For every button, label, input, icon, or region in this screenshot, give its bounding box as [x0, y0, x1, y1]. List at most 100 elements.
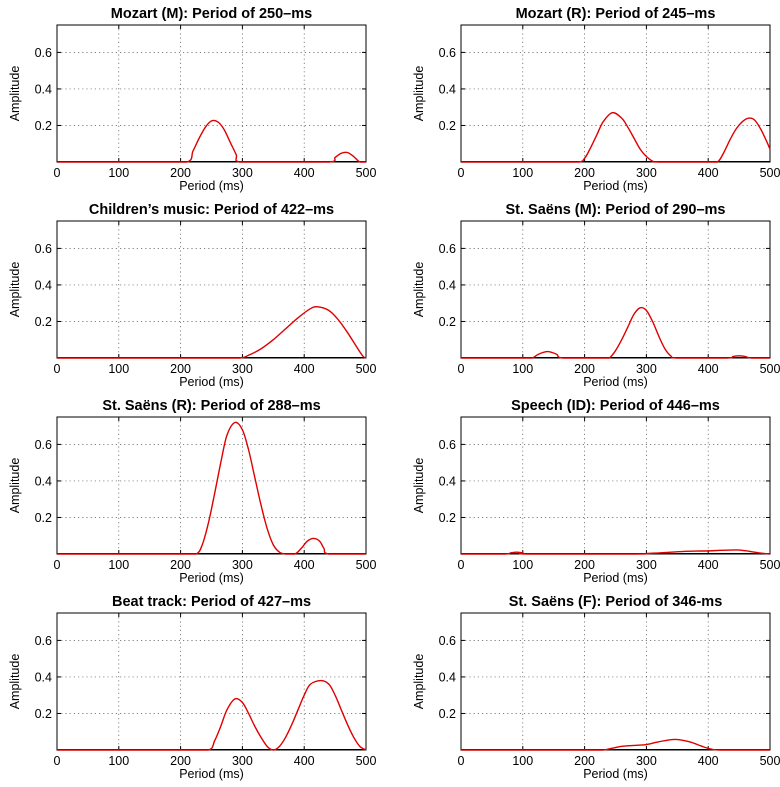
x-tick-label: 400 — [698, 362, 719, 376]
x-tick-label: 200 — [574, 166, 595, 180]
x-tick-label: 300 — [636, 558, 657, 572]
chart-title: St. Saëns (R): Period of 288–ms — [102, 398, 320, 414]
chart-panel-1: Mozart (M): Period of 250–ms 0 100 200 300 40… — [8, 6, 376, 193]
x-tick-label: 0 — [458, 754, 465, 768]
y-axis-label: Amplitude — [412, 262, 426, 318]
x-tick-label: 0 — [458, 166, 465, 180]
y-axis-label: Amplitude — [412, 654, 426, 710]
plot-area — [460, 612, 771, 751]
y-tick-label: 0.2 — [35, 511, 52, 525]
x-tick-label: 200 — [574, 558, 595, 572]
x-tick-label: 200 — [170, 558, 191, 572]
y-tick-label: 0.6 — [35, 46, 52, 60]
y-tick-label: 0.2 — [35, 315, 52, 329]
y-axis-label: Amplitude — [412, 458, 426, 514]
plot-area — [56, 24, 367, 163]
chart-panel-5: St. Saëns (R): Period of 288–ms 0 100 200 30… — [8, 398, 376, 585]
x-tick-label: 100 — [512, 558, 533, 572]
y-tick-label: 0.2 — [439, 315, 456, 329]
chart-title: Beat track: Period of 427–ms — [112, 594, 311, 610]
y-axis-label: Amplitude — [8, 654, 22, 710]
chart-panel-2: Mozart (R): Period of 245–ms 0 100 200 300 40… — [412, 6, 780, 193]
series-line-1 — [57, 119, 366, 163]
y-tick-label: 0.2 — [35, 119, 52, 133]
y-tick-label: 0.6 — [439, 634, 456, 648]
x-tick-label: 100 — [108, 362, 129, 376]
y-tick-label: 0.6 — [439, 242, 456, 256]
x-tick-label: 200 — [170, 362, 191, 376]
chart-panel-3: Children’s music: Period of 422–ms 0 100 20… — [8, 202, 376, 389]
x-tick-label: 200 — [170, 166, 191, 180]
plot-area — [460, 24, 771, 163]
chart-title: Children’s music: Period of 422–ms — [89, 202, 334, 218]
series-line-1 — [461, 549, 771, 555]
series-line-1 — [57, 679, 367, 751]
y-tick-label: 0.6 — [35, 634, 52, 648]
plot-area — [56, 416, 367, 555]
x-axis-label: Period (ms) — [583, 571, 648, 585]
y-tick-label: 0.6 — [35, 438, 52, 452]
y-tick-label: 0.4 — [439, 278, 456, 292]
plot-area — [460, 416, 771, 555]
y-tick-label: 0.6 — [35, 242, 52, 256]
series-line-1 — [461, 306, 770, 359]
chart-title: St. Saëns (F): Period of 346-ms — [509, 594, 723, 610]
x-tick-label: 0 — [54, 558, 61, 572]
series-line-1 — [461, 111, 771, 163]
y-tick-label: 0.4 — [35, 82, 52, 96]
x-tick-label: 0 — [458, 558, 465, 572]
x-tick-label: 500 — [760, 558, 780, 572]
x-tick-label: 100 — [512, 166, 533, 180]
y-axis-label: Amplitude — [8, 262, 22, 318]
y-tick-label: 0.2 — [439, 119, 456, 133]
x-axis-label: Period (ms) — [583, 375, 648, 389]
y-tick-label: 0.4 — [439, 82, 456, 96]
x-tick-label: 100 — [512, 362, 533, 376]
x-tick-label: 500 — [760, 754, 780, 768]
x-tick-label: 0 — [54, 362, 61, 376]
series-line-1 — [57, 421, 366, 555]
plot-area — [56, 612, 367, 751]
x-axis-label: Period (ms) — [583, 767, 648, 781]
x-tick-label: 400 — [698, 754, 719, 768]
x-tick-label: 500 — [760, 362, 780, 376]
x-tick-label: 100 — [108, 166, 129, 180]
x-tick-label: 500 — [760, 166, 780, 180]
x-tick-label: 100 — [512, 754, 533, 768]
x-tick-label: 500 — [356, 754, 377, 768]
x-tick-label: 300 — [636, 754, 657, 768]
x-axis-label: Period (ms) — [179, 375, 244, 389]
chart-title: St. Saëns (M): Period of 290–ms — [506, 202, 726, 218]
y-tick-label: 0.4 — [35, 474, 52, 488]
x-tick-label: 200 — [574, 754, 595, 768]
x-axis-label: Period (ms) — [179, 767, 244, 781]
y-tick-label: 0.4 — [439, 670, 456, 684]
chart-title: Speech (ID): Period of 446–ms — [511, 398, 720, 414]
x-tick-label: 400 — [294, 166, 315, 180]
plot-area — [56, 220, 367, 359]
x-tick-label: 400 — [698, 558, 719, 572]
x-tick-label: 400 — [294, 362, 315, 376]
chart-panel-4: St. Saëns (M): Period of 290–ms 0 100 200 30… — [412, 202, 780, 389]
x-axis-label: Period (ms) — [179, 179, 244, 193]
x-tick-label: 200 — [574, 362, 595, 376]
x-tick-label: 400 — [294, 558, 315, 572]
x-tick-label: 0 — [54, 754, 61, 768]
plot-area — [460, 220, 771, 359]
x-tick-label: 0 — [54, 166, 61, 180]
x-tick-label: 400 — [294, 754, 315, 768]
x-tick-label: 500 — [356, 362, 377, 376]
x-tick-label: 500 — [356, 558, 377, 572]
series-line-1 — [461, 738, 770, 751]
y-tick-label: 0.4 — [35, 670, 52, 684]
y-axis-label: Amplitude — [412, 66, 426, 122]
y-tick-label: 0.2 — [439, 707, 456, 721]
y-tick-label: 0.4 — [35, 278, 52, 292]
x-tick-label: 300 — [636, 362, 657, 376]
chart-title: Mozart (M): Period of 250–ms — [111, 6, 312, 22]
y-tick-label: 0.6 — [439, 46, 456, 60]
y-tick-label: 0.2 — [35, 707, 52, 721]
chart-panel-8: St. Saëns (F): Period of 346-ms 0 100 200 30… — [412, 594, 780, 781]
x-tick-label: 100 — [108, 558, 129, 572]
